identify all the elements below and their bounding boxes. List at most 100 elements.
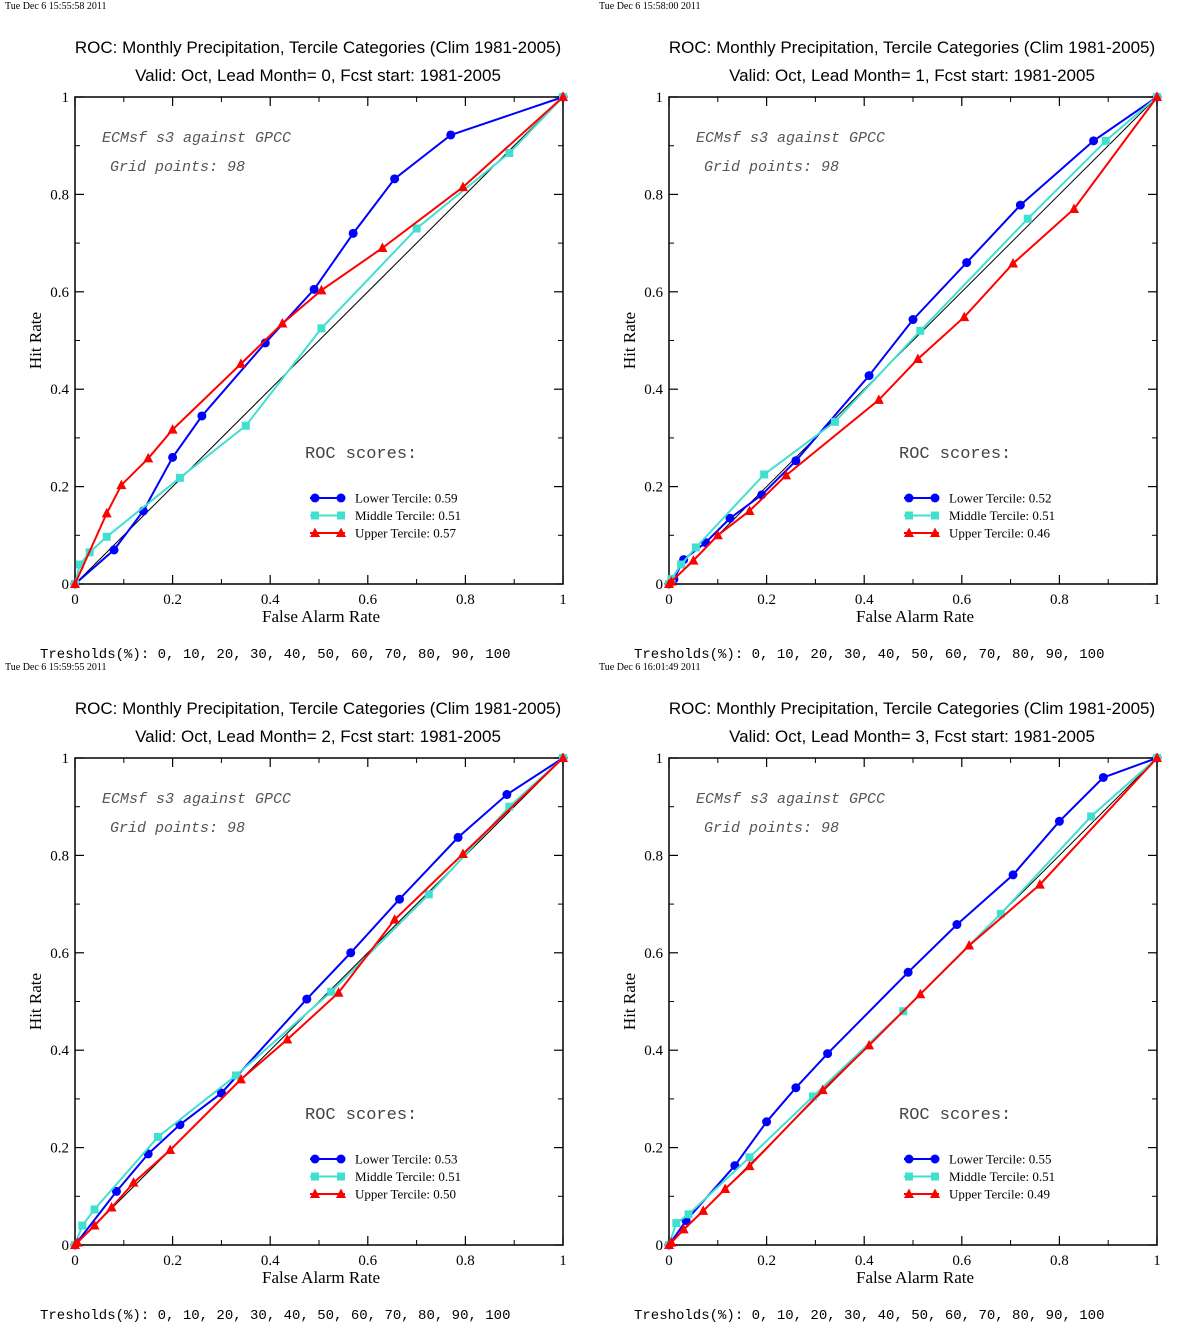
data-point-upper xyxy=(558,752,568,762)
x-tick-label: 0 xyxy=(665,592,673,608)
data-point-lower xyxy=(309,284,319,294)
data-point-upper xyxy=(558,91,568,101)
data-point-middle xyxy=(760,470,769,479)
data-point-upper xyxy=(72,1237,83,1247)
data-point-middle xyxy=(175,473,184,482)
data-point-lower xyxy=(908,315,918,325)
timestamp: Tue Dec 6 15:58:00 2011 xyxy=(599,1,700,12)
data-point-lower xyxy=(197,411,207,421)
data-point-upper xyxy=(282,1033,293,1044)
x-axis-label: False Alarm Rate xyxy=(262,1268,380,1287)
x-tick-label: 0 xyxy=(71,1253,79,1269)
roc-chart-lead-3: Tue Dec 6 16:01:49 2011 ROC: Monthly Prec… xyxy=(599,662,1162,1322)
y-tick-label: 0.2 xyxy=(50,1141,69,1157)
legend-label: Lower Tercile: 0.59 xyxy=(355,491,457,506)
legend-label: Upper Tercile: 0.57 xyxy=(355,526,457,541)
legend-label: Middle Tercile: 0.51 xyxy=(949,1169,1055,1184)
y-tick-label: 0.6 xyxy=(50,285,69,301)
data-point-upper xyxy=(167,424,178,434)
data-point-middle xyxy=(745,1153,754,1162)
data-point-upper xyxy=(128,1177,139,1187)
data-point-upper xyxy=(678,1223,689,1234)
y-tick-label: 1 xyxy=(62,751,70,767)
x-tick-label: 0 xyxy=(71,592,79,608)
x-tick-label: 0.8 xyxy=(456,1253,475,1269)
x-tick-label: 0.6 xyxy=(358,1253,377,1269)
data-point-middle xyxy=(1023,214,1032,223)
data-point-upper xyxy=(1152,91,1162,101)
data-point-lower xyxy=(446,130,456,140)
data-point-middle xyxy=(808,1092,817,1101)
series-upper-tercile xyxy=(664,752,1162,1249)
data-point-lower xyxy=(1098,772,1108,782)
roc-panel-lead-2: Tue Dec 6 15:59:55 2011 ROC: Monthly Prec… xyxy=(0,661,593,1322)
data-point-upper xyxy=(116,479,127,490)
data-point-upper xyxy=(688,555,699,565)
x-tick-label: 0.8 xyxy=(1050,1253,1069,1269)
x-tick-label: 0.4 xyxy=(261,592,280,608)
legend-marker xyxy=(337,1172,345,1181)
y-tick-label: 0.8 xyxy=(644,848,663,864)
grid-points-annotation: Grid points: 98 xyxy=(110,159,245,176)
data-point-upper xyxy=(70,578,80,588)
data-point-middle xyxy=(1101,136,1110,145)
data-point-middle xyxy=(241,421,250,430)
roc-chart-lead-2: Tue Dec 6 15:59:55 2011 ROC: Monthly Prec… xyxy=(5,662,568,1322)
data-point-middle xyxy=(684,1210,693,1219)
y-tick-label: 0.8 xyxy=(644,187,663,203)
x-tick-label: 1 xyxy=(1153,1253,1161,1269)
legend-marker xyxy=(336,1154,346,1164)
data-point-upper xyxy=(316,284,327,295)
legend-marker xyxy=(930,527,940,537)
thresholds-text: Tresholds(%): 0, 10, 20, 30, 40, 50, 60,… xyxy=(40,1308,510,1322)
chart-subtitle: Valid: Oct, Lead Month= 3, Fcst start: 1… xyxy=(729,727,1095,746)
chart-title: ROC: Monthly Precipitation, Tercile Cate… xyxy=(669,38,1155,57)
data-point-lower xyxy=(453,832,463,842)
y-tick-label: 0.6 xyxy=(644,285,663,301)
data-point-lower xyxy=(260,338,270,348)
thresholds-text: Tresholds(%): 0, 10, 20, 30, 40, 50, 60,… xyxy=(40,647,510,663)
chart-title: ROC: Monthly Precipitation, Tercile Cate… xyxy=(669,699,1155,718)
legend-marker xyxy=(904,1154,914,1164)
data-point-upper xyxy=(1008,258,1019,268)
roc-scores-heading: ROC scores: xyxy=(899,1106,1011,1125)
data-point-lower xyxy=(502,790,512,800)
data-point-lower xyxy=(109,545,119,555)
legend-marker xyxy=(311,1172,319,1181)
y-tick-label: 0.8 xyxy=(50,848,69,864)
data-point-upper xyxy=(89,1220,100,1230)
data-point-upper xyxy=(277,317,288,328)
data-point-middle xyxy=(505,802,514,811)
legend-marker xyxy=(310,527,320,537)
grid-points-annotation: Grid points: 98 xyxy=(704,159,839,176)
roc-panel-lead-1: Tue Dec 6 15:58:00 2011 ROC: Monthly Prec… xyxy=(594,0,1187,663)
data-point-middle xyxy=(677,560,686,569)
data-point-upper xyxy=(912,353,923,364)
chart-title: ROC: Monthly Precipitation, Tercile Cate… xyxy=(75,699,561,718)
data-point-upper xyxy=(389,914,400,924)
data-point-lower xyxy=(111,1186,121,1196)
data-point-lower xyxy=(1089,136,1099,146)
x-tick-label: 0.8 xyxy=(1050,592,1069,608)
legend-label: Lower Tercile: 0.55 xyxy=(949,1152,1051,1167)
chart-subtitle: Valid: Oct, Lead Month= 2, Fcst start: 1… xyxy=(135,727,501,746)
legend-marker xyxy=(310,1188,320,1198)
y-tick-label: 0.4 xyxy=(644,1043,663,1059)
data-point-middle xyxy=(102,532,111,541)
x-tick-label: 0.2 xyxy=(757,592,776,608)
data-point-upper xyxy=(720,1183,731,1193)
x-axis-label: False Alarm Rate xyxy=(856,607,974,626)
data-point-upper xyxy=(964,939,975,950)
data-point-upper xyxy=(712,529,723,540)
legend-marker xyxy=(336,493,346,503)
x-tick-label: 0.2 xyxy=(757,1253,776,1269)
legend-marker xyxy=(311,511,319,520)
roc-panel-lead-0: Tue Dec 6 15:55:58 2011 ROC: Monthly Prec… xyxy=(0,0,593,663)
thresholds-text: Tresholds(%): 0, 10, 20, 30, 40, 50, 60,… xyxy=(634,647,1104,663)
legend-entry-middle: Middle Tercile: 0.51 xyxy=(310,508,461,523)
series-upper-tercile xyxy=(70,91,568,588)
x-tick-label: 0.2 xyxy=(163,1253,182,1269)
y-tick-label: 1 xyxy=(656,751,664,767)
data-point-lower xyxy=(346,948,356,958)
roc-chart-lead-1: Tue Dec 6 15:58:00 2011 ROC: Monthly Prec… xyxy=(599,1,1162,663)
